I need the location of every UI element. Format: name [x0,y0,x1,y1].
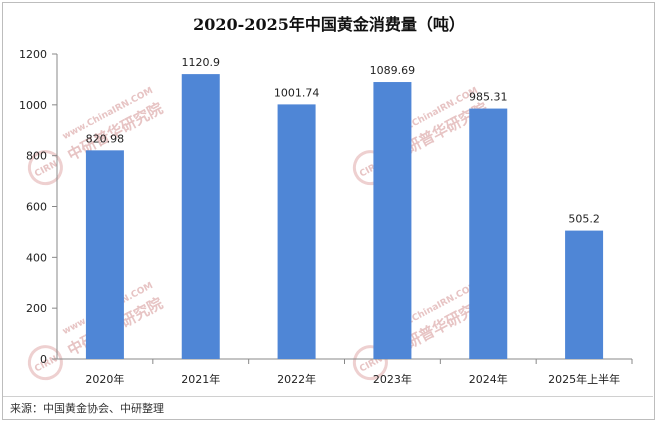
data-label-4: 985.31 [469,91,508,104]
bar-1 [181,74,220,359]
y-tick-label: 400 [26,251,47,264]
data-label-2: 1001.74 [274,86,320,99]
source-note: 来源：中国黄金协会、中研整理 [10,402,164,415]
x-category-label-5: 2025年上半年 [548,372,620,386]
x-category-label-2: 2022年 [277,372,316,386]
data-label-3: 1089.69 [370,64,416,77]
watermark-badge-icon [27,345,63,381]
footer-divider [3,396,653,397]
y-tick-label: 1000 [19,99,47,112]
y-tick-label: 0 [40,353,47,366]
bar-5 [565,230,604,359]
data-label-0: 820.98 [86,132,125,145]
bar-3 [373,82,412,360]
y-tick-label: 800 [26,150,47,163]
watermark-badge-icon [27,150,63,186]
y-tick-label: 200 [26,302,47,315]
x-category-label-3: 2023年 [373,372,412,386]
x-category-label-4: 2024年 [469,372,508,386]
axes: 0 200 400 600 800 1000 1200 [19,48,633,366]
bar-0 [85,150,124,359]
y-tick-label: 1200 [19,48,47,61]
bar-4 [469,108,508,359]
data-labels: 820.98 2020年 1120.9 2021年 1001.74 2022年 1089.6… [85,56,620,386]
y-tick-label: 600 [26,201,47,214]
chart-title: 2020-2025年中国黄金消费量（吨） [193,15,465,34]
data-label-1: 1120.9 [182,56,221,69]
bars [85,74,604,360]
data-label-5: 505.2 [568,213,600,226]
x-category-label-1: 2021年 [181,372,220,386]
x-category-label-0: 2020年 [85,372,124,386]
bar-2 [277,104,316,359]
